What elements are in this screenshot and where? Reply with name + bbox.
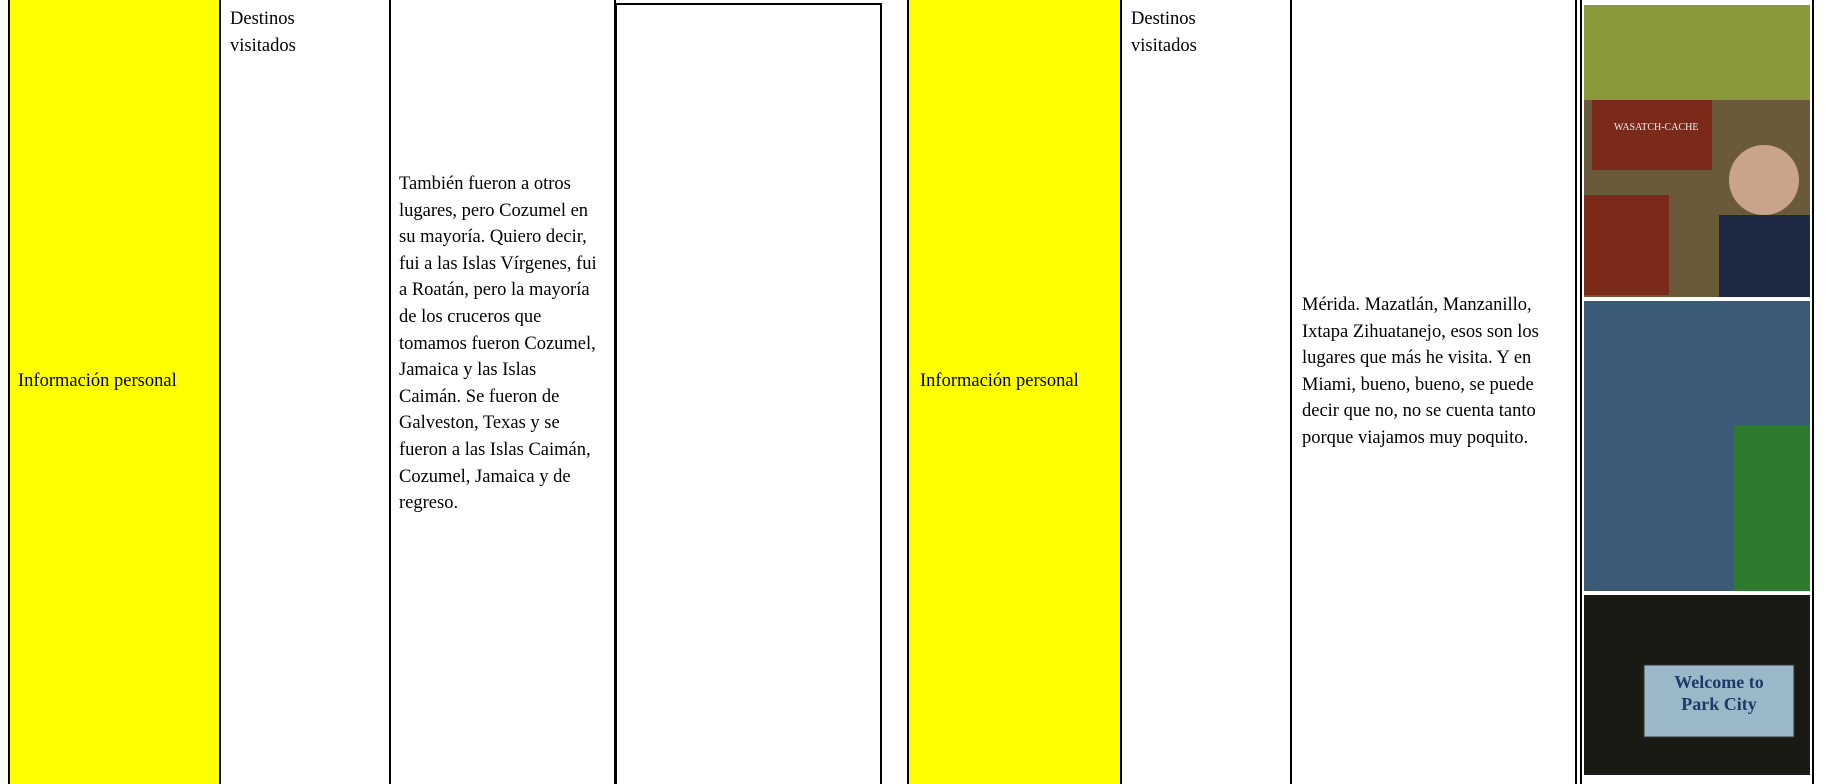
person — [1734, 425, 1810, 591]
category-cell — [10, 0, 220, 784]
person — [1729, 145, 1799, 215]
sign — [1584, 195, 1669, 295]
person — [1719, 215, 1810, 297]
border — [1580, 0, 1582, 784]
sign-text: Park City — [1681, 694, 1757, 714]
response: Mérida. Mazatlán, Manzanillo, Ixtapa Zih… — [1302, 295, 1539, 448]
border — [1812, 0, 1814, 784]
category: Información personal — [920, 371, 1079, 391]
response: También fueron a otros lugares, pero Coz… — [399, 174, 597, 514]
foliage — [1584, 5, 1810, 100]
topic: Destinos visitados — [1131, 9, 1197, 56]
category: Información personal — [18, 371, 177, 391]
border — [1290, 0, 1292, 784]
border — [219, 0, 221, 784]
sign-text: Welcome to — [1674, 672, 1763, 692]
category-cell — [909, 0, 1121, 784]
sign — [1592, 100, 1712, 170]
border — [907, 0, 909, 784]
sign — [1643, 664, 1795, 738]
border — [1120, 0, 1122, 784]
border — [8, 0, 10, 784]
topic: Destinos visitados — [230, 9, 296, 56]
photos: WASATCH-CACHE Welcome to Park City — [1584, 5, 1810, 775]
border — [389, 0, 391, 784]
sign-text: WASATCH-CACHE — [1614, 122, 1698, 133]
empty-cell — [615, 3, 882, 784]
border — [1575, 0, 1577, 784]
